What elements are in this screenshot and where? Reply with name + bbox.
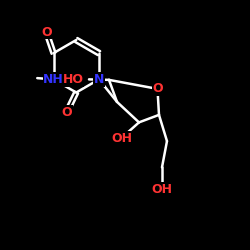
Text: OH: OH [152, 183, 172, 196]
Text: O: O [62, 106, 72, 119]
Text: OH: OH [112, 132, 132, 145]
Text: O: O [152, 82, 163, 96]
Text: NH: NH [43, 73, 64, 86]
Text: O: O [41, 26, 52, 38]
Text: HO: HO [62, 73, 84, 86]
Text: N: N [94, 73, 104, 86]
